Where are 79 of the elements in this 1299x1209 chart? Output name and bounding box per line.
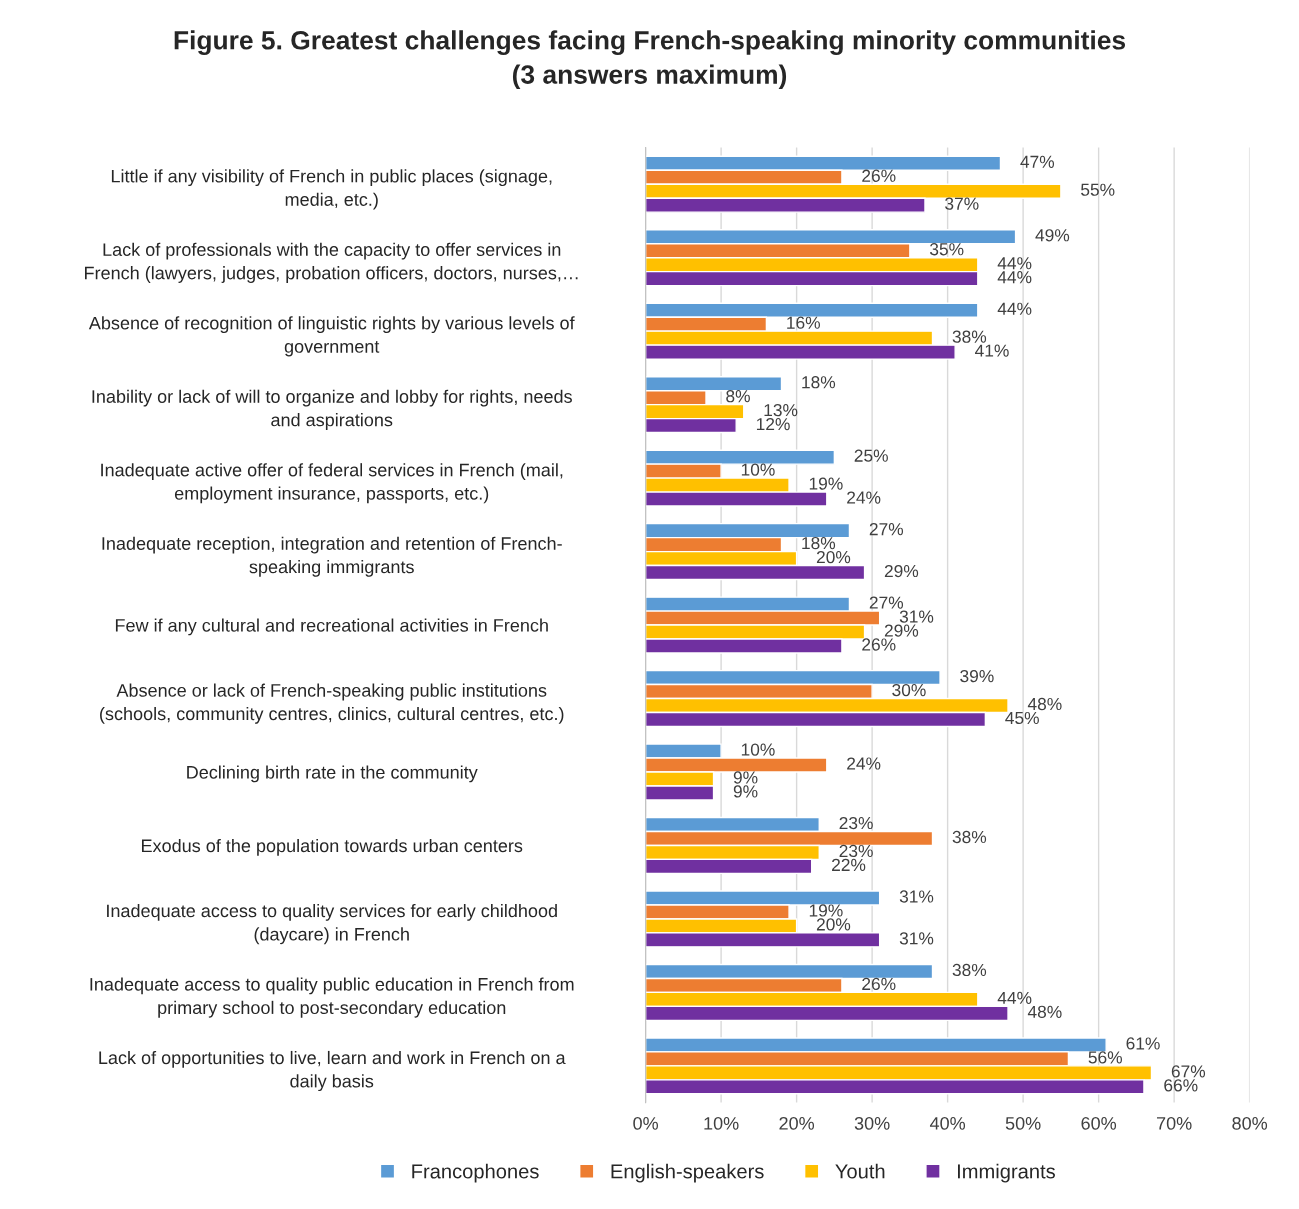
data-label: 31% xyxy=(899,890,934,903)
data-label: 23% xyxy=(839,844,873,858)
data-label: 61% xyxy=(1126,1037,1160,1050)
data-label: 30% xyxy=(892,683,926,697)
data-label: 45% xyxy=(1005,711,1039,725)
y-tick-label: Lack of opportunities to live, learn and work in French on a daily basis xyxy=(99,1050,566,1092)
data-label: 12% xyxy=(756,417,790,431)
y-tick-label: Few if any cultural and recreational activities in French xyxy=(115,618,548,636)
x-tick-label: 70% xyxy=(1156,1116,1192,1130)
y-tick-label: Inadequate access to quality services for early childhood (daycare) in French xyxy=(107,903,557,945)
data-label: 48% xyxy=(1027,1005,1062,1018)
data-label: 27% xyxy=(869,596,904,609)
legend-label: Youth xyxy=(835,1163,885,1179)
data-label: 26% xyxy=(862,169,896,182)
data-label: 29% xyxy=(884,624,919,637)
data-label: 55% xyxy=(1081,183,1115,196)
data-label: 66% xyxy=(1164,1079,1198,1092)
y-tick-label: Absence or lack of French-speaking public institutions (schools, community centres, clinics, cultural centres, etc.) xyxy=(100,683,564,724)
x-tick-label: 20% xyxy=(779,1116,815,1130)
data-label: 19% xyxy=(809,904,843,917)
y-tick-label: Declining birth rate in the community xyxy=(187,765,478,783)
data-label: 18% xyxy=(802,376,836,389)
data-label: 48% xyxy=(1027,697,1062,711)
y-tick-label: Exodus of the population towards urban centers xyxy=(142,838,523,856)
data-label: 37% xyxy=(945,197,979,210)
data-label: 9% xyxy=(733,771,758,784)
data-label: 35% xyxy=(929,243,964,256)
data-label: 8% xyxy=(726,390,750,403)
data-label: 13% xyxy=(764,403,798,417)
data-label: 19% xyxy=(809,477,843,490)
data-label: 38% xyxy=(952,963,987,977)
data-label: 24% xyxy=(847,491,881,504)
data-label: 31% xyxy=(899,610,934,623)
y-tick-label: Inadequate reception, integration and retention of French- speaking immigrants xyxy=(102,536,562,577)
x-tick-label: 80% xyxy=(1232,1116,1268,1130)
data-label: 38% xyxy=(952,830,987,844)
data-label: 26% xyxy=(862,638,896,651)
data-label: 20% xyxy=(816,918,851,931)
y-tick-label: Absence of recognition of linguistic rights by various levels of government xyxy=(88,316,575,357)
data-label: 16% xyxy=(787,316,820,329)
data-label: 22% xyxy=(832,858,866,871)
data-label: 47% xyxy=(1020,155,1055,168)
data-label: 31% xyxy=(899,932,934,945)
x-tick-label: 10% xyxy=(704,1116,739,1130)
x-tick-label: 40% xyxy=(929,1116,966,1130)
data-label: 41% xyxy=(975,344,1009,357)
data-label: 44% xyxy=(997,991,1032,1004)
data-label: 18% xyxy=(802,536,836,550)
data-label: 23% xyxy=(839,816,873,830)
data-label: 67% xyxy=(1171,1065,1206,1078)
data-label: 56% xyxy=(1088,1051,1122,1064)
x-tick-label: 50% xyxy=(1005,1116,1041,1130)
data-label: 29% xyxy=(884,564,919,578)
data-label: 26% xyxy=(862,977,896,991)
data-label: 25% xyxy=(854,449,888,462)
data-label: 20% xyxy=(816,550,851,564)
data-label: 44% xyxy=(997,257,1032,270)
chart-title: Figure 5. Greatest challenges facing French-speaking minority communities (3 answers maximum) xyxy=(174,30,1126,90)
legend-label: English-speakers xyxy=(611,1163,764,1183)
data-label: 44% xyxy=(997,271,1032,284)
data-label: 38% xyxy=(952,330,987,343)
x-tick-label: 60% xyxy=(1081,1116,1117,1130)
data-label: 39% xyxy=(960,669,994,683)
data-label: 9% xyxy=(733,785,758,798)
y-tick-label: Inadequate access to quality public education in French from primary school to post-secondary education xyxy=(90,977,574,1018)
data-label: 10% xyxy=(741,463,775,476)
data-label: 10% xyxy=(741,743,775,756)
y-tick-label: Inadequate active offer of federal services in French (mail, employment insurance, passports, etc.) xyxy=(101,463,563,504)
data-label: 24% xyxy=(847,757,881,770)
data-label: 49% xyxy=(1035,229,1070,242)
x-tick-label: 0% xyxy=(633,1116,659,1130)
x-tick-label: 30% xyxy=(854,1116,890,1130)
y-tick-label: Inability or lack of will to organize and lobby for rights, needs and aspirations xyxy=(92,389,572,430)
data-label: 44% xyxy=(997,302,1032,315)
y-tick-label: Little if any visibility of French in public places (signage, media, etc.) xyxy=(111,169,552,210)
data-label: 27% xyxy=(869,523,904,536)
legend-label: Immigrants xyxy=(957,1163,1055,1183)
legend-label: Francophones xyxy=(412,1163,539,1183)
y-tick-label: Lack of professionals with the capacity to offer services in French (lawyers, judges, probation officers, doctors, nurses,… xyxy=(85,242,578,283)
